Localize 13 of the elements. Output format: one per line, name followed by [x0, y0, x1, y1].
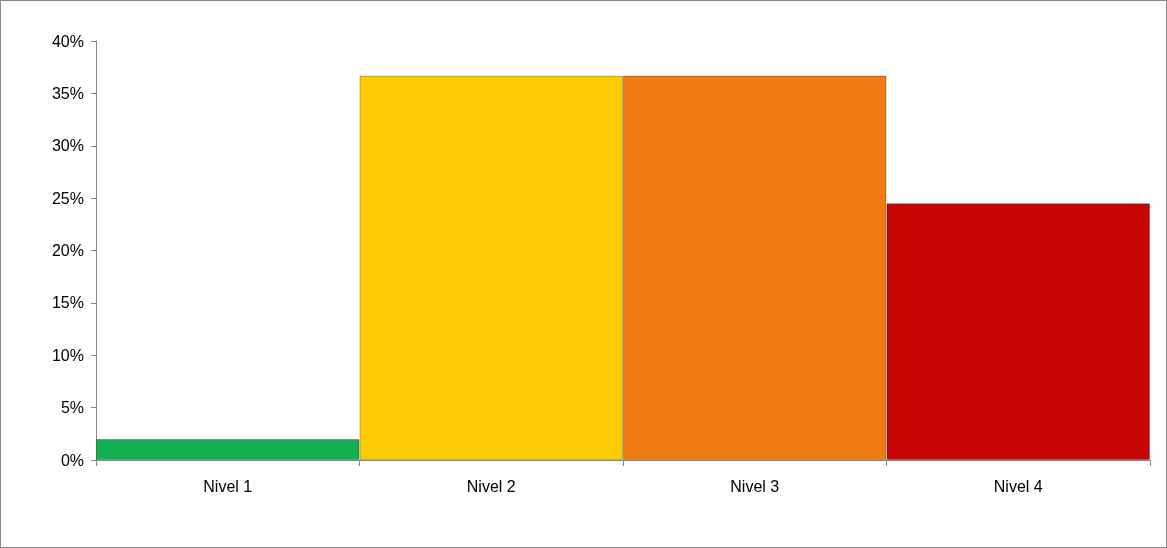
x-tick-label: Nivel 2	[466, 477, 516, 495]
y-tick-label: 5%	[60, 399, 84, 417]
x-tick-label: Nivel 1	[203, 477, 253, 495]
x-tick-label: Nivel 4	[993, 477, 1043, 495]
x-tick-label: Nivel 3	[730, 477, 780, 495]
y-tick-label: 20%	[51, 242, 84, 259]
y-tick-label: 10%	[51, 346, 84, 364]
y-tick-label: 35%	[51, 84, 84, 102]
y-tick-label: 40%	[51, 32, 84, 50]
y-tick-label: 0%	[60, 451, 84, 469]
y-tick-label: 30%	[51, 137, 84, 155]
y-tick-label: 15%	[51, 294, 84, 312]
y-tick-label: 25%	[51, 189, 84, 207]
